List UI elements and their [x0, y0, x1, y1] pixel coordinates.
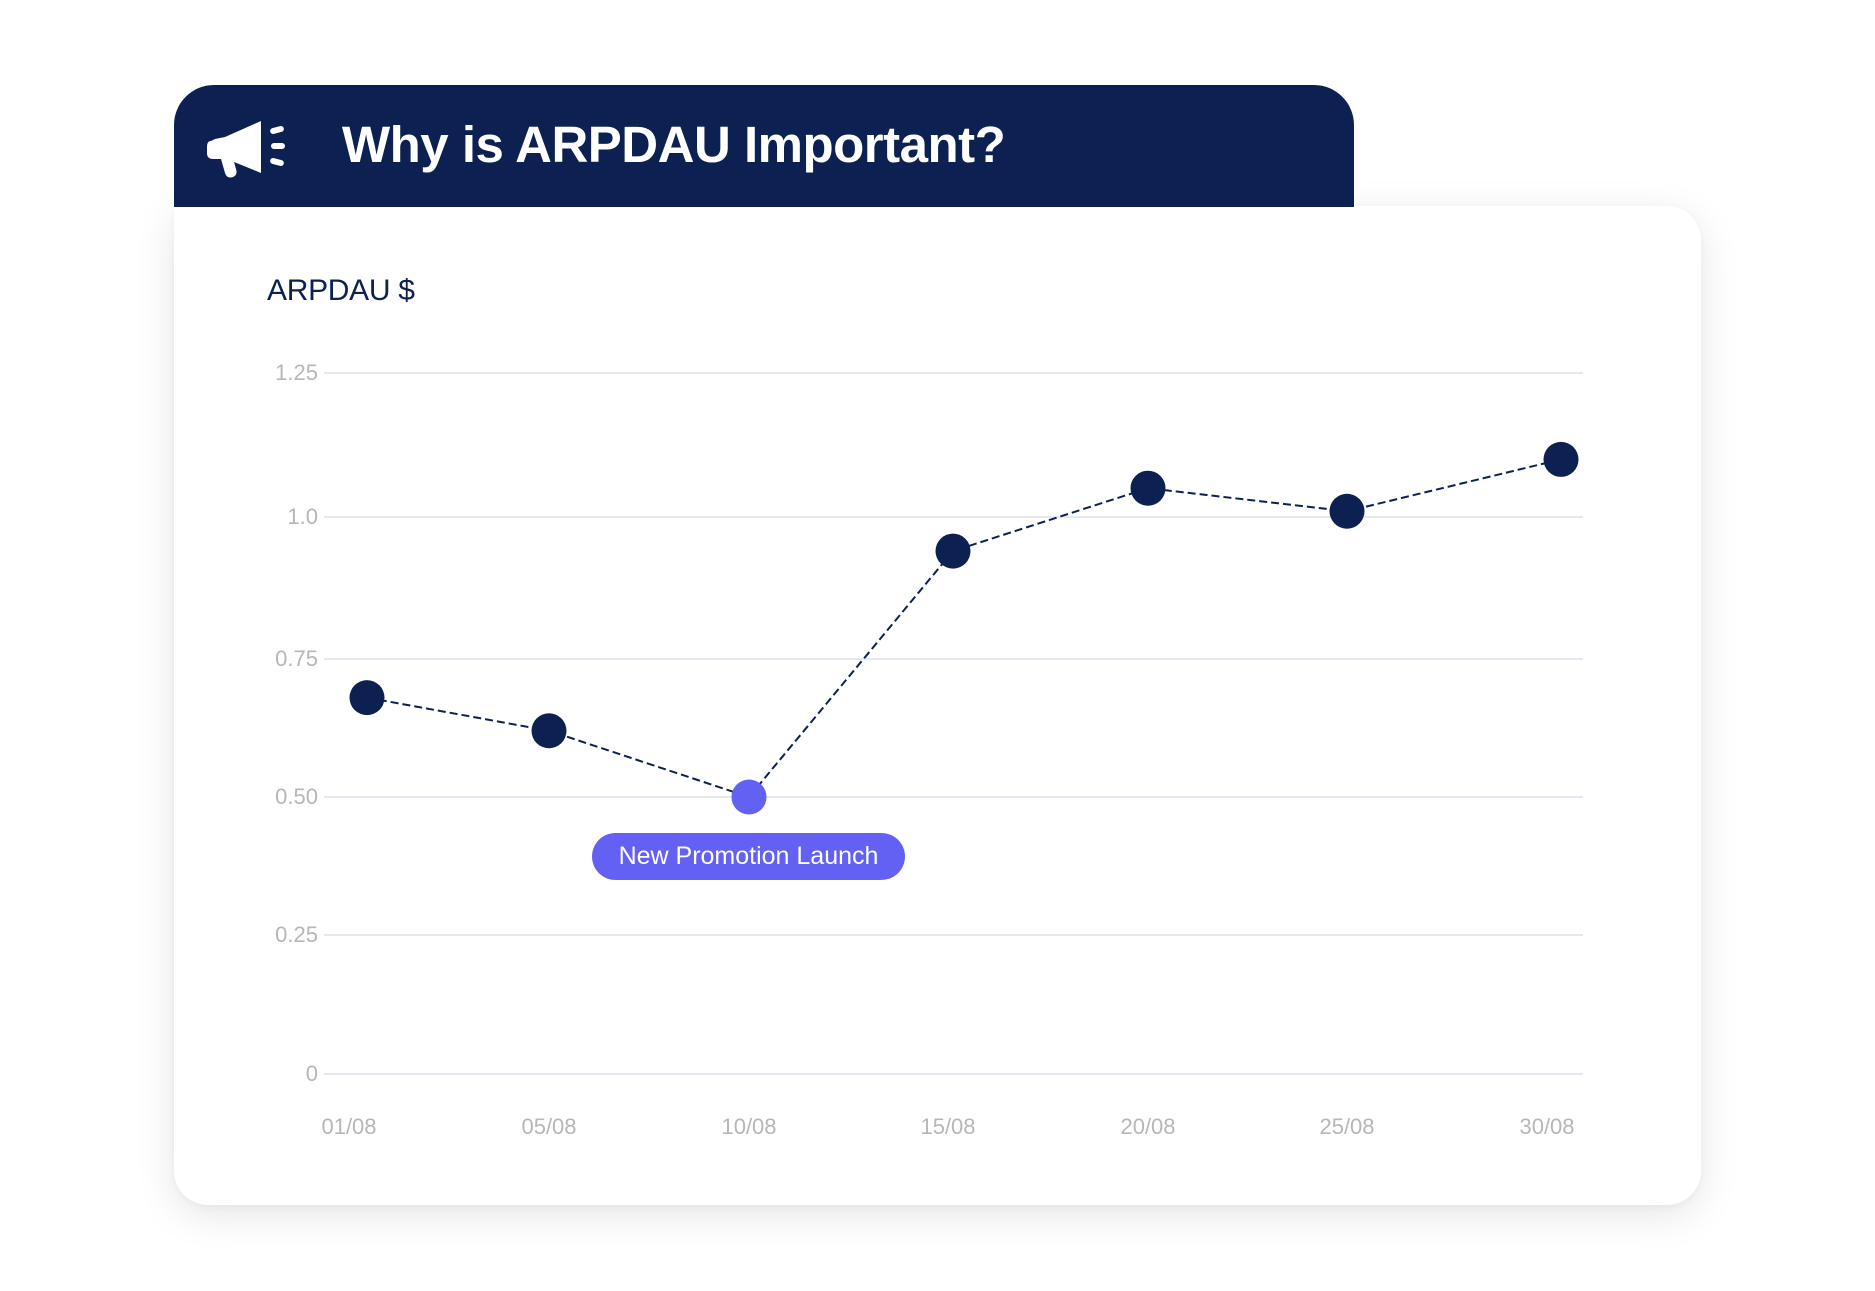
gridlines [324, 372, 1583, 1075]
x-tick-label: 01/08 [321, 1114, 377, 1139]
y-tick-label: 0.75 [275, 646, 318, 671]
x-tick-label: 10/08 [721, 1114, 777, 1139]
data-point[interactable] [531, 713, 567, 749]
page-title: Why is ARPDAU Important? [342, 116, 1006, 173]
y-tick-label: 0 [305, 1061, 318, 1086]
chart-title: ARPDAU $ [267, 274, 415, 307]
highlight-data-point[interactable] [731, 779, 767, 815]
data-point[interactable] [1130, 470, 1166, 506]
x-tick-label: 25/08 [1319, 1114, 1375, 1139]
y-tick-label: 0.50 [275, 784, 318, 809]
x-tick-label: 20/08 [1120, 1114, 1176, 1139]
y-tick-label: 1.0 [287, 504, 318, 529]
data-point[interactable] [1543, 441, 1579, 477]
data-points [349, 441, 1579, 815]
data-point[interactable] [349, 680, 385, 716]
y-tick-label: 0.25 [275, 922, 318, 947]
x-tick-label: 15/08 [920, 1114, 976, 1139]
megaphone-icon [207, 121, 285, 178]
y-tick-label: 1.25 [275, 360, 318, 385]
x-tick-label: 05/08 [521, 1114, 577, 1139]
header-banner: Why is ARPDAU Important? [174, 85, 1354, 207]
data-point[interactable] [1329, 493, 1365, 529]
data-point[interactable] [935, 533, 971, 569]
x-tick-label: 30/08 [1519, 1114, 1575, 1139]
annotation-badge: New Promotion Launch [592, 833, 905, 880]
